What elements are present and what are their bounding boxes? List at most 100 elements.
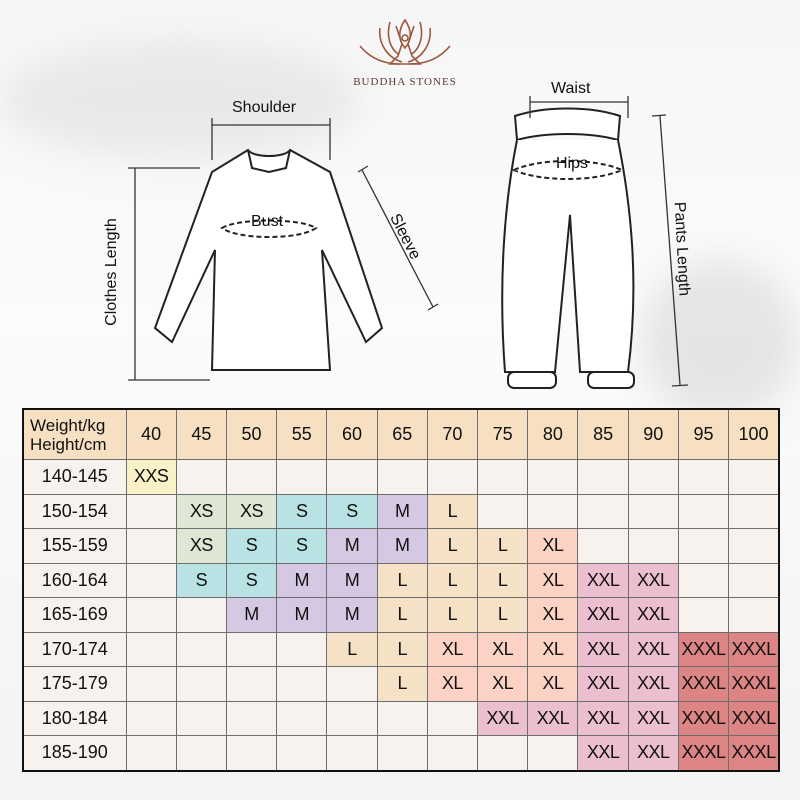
size-cell: M [326,562,378,598]
empty-cell [728,528,780,564]
size-cell: M [326,528,378,564]
weight-header: 50 [225,408,278,460]
empty-cell [677,597,730,633]
size-cell: XL [426,631,479,667]
empty-cell [728,493,780,529]
size-cell: XL [477,631,529,667]
empty-cell [125,493,177,529]
empty-cell [326,459,378,495]
weight-header: 70 [426,408,479,460]
size-cell: L [376,562,428,598]
empty-cell [376,735,428,771]
table-row: 165-169 M M M L L L XL XXL XXL [22,597,780,633]
size-chart-table: Weight/kg Height/cm 40 45 50 55 60 65 70 75 80 85… [22,408,780,772]
empty-cell [125,666,177,702]
height-range-cell: 140-145 [22,459,127,495]
size-cell: L [376,631,428,667]
empty-cell [175,735,227,771]
empty-cell [225,735,278,771]
size-cell: XXXL [728,735,780,771]
empty-cell [728,562,780,598]
empty-cell [175,700,227,736]
size-cell: M [225,597,278,633]
height-range-cell: 180-184 [22,700,127,736]
empty-cell [326,700,378,736]
size-cell: L [376,597,428,633]
weight-header: 95 [677,408,730,460]
size-cell: XXL [627,597,679,633]
height-range-cell: 160-164 [22,562,127,598]
size-cell: XL [426,666,479,702]
size-cell: XL [477,666,529,702]
top-garment-outline [153,148,384,371]
size-cell: XXL [577,631,629,667]
empty-cell [175,666,227,702]
size-cell: XXXL [677,700,730,736]
size-cell: XXXL [728,631,780,667]
size-cell: S [326,493,378,529]
empty-cell [276,700,328,736]
empty-cell [677,493,730,529]
empty-cell [627,459,679,495]
empty-cell [477,459,529,495]
size-cell: S [276,493,328,529]
bust-label: Bust [251,213,284,230]
size-cell: S [225,562,278,598]
empty-cell [577,459,629,495]
empty-cell [527,493,579,529]
empty-cell [276,459,328,495]
size-cell: M [376,493,428,529]
weight-header: 45 [175,408,227,460]
background-mountain [640,260,800,420]
size-cell: XL [527,528,579,564]
size-cell: M [276,562,328,598]
table-row: 185-190 XXL XXL XXXL XXXL [22,735,780,771]
size-cell: L [477,562,529,598]
background-mist [0,40,360,160]
size-cell: XXL [527,700,579,736]
size-cell: XXXL [677,735,730,771]
table-row: 155-159 XS S S M M L L XL [22,528,780,564]
empty-cell [125,597,177,633]
size-cell: L [426,528,479,564]
empty-cell [426,735,479,771]
measure-lines-top [128,118,439,381]
empty-cell [677,528,730,564]
height-range-cell: 175-179 [22,666,127,702]
size-cell: L [426,493,479,529]
empty-cell [125,735,177,771]
empty-cell [577,528,629,564]
empty-cell [225,459,278,495]
hips-label: Hips [556,155,589,172]
size-cell: XS [175,493,227,529]
empty-cell [477,493,529,529]
weight-header: 90 [627,408,679,460]
lotus-meditation-icon [359,18,451,65]
empty-cell [276,631,328,667]
size-cell: XL [527,631,579,667]
height-range-cell: 165-169 [22,597,127,633]
size-cell: XXS [125,459,177,495]
empty-cell [376,459,428,495]
brand-logo: BUDDHA STONES [340,14,470,94]
empty-cell [276,735,328,771]
size-cell: XXL [577,666,629,702]
size-cell: XXL [627,735,679,771]
table-row: 140-145 XXS [22,459,780,495]
empty-cell [376,700,428,736]
size-cell: XXXL [728,666,780,702]
empty-cell [426,700,479,736]
pants-outline [501,107,635,389]
weight-header: 55 [276,408,328,460]
empty-cell [728,597,780,633]
empty-cell [125,562,177,598]
size-cell: XXL [627,666,679,702]
table-row: 175-179 L XL XL XL XXL XXL XXXL XXXL [22,666,780,702]
size-cell: XXXL [728,700,780,736]
waist-label: Waist [551,80,591,97]
weight-header: 100 [728,408,780,460]
empty-cell [175,459,227,495]
table-row: 160-164 S S M M L L L XL XXL XXL [22,562,780,598]
size-cell: M [276,597,328,633]
height-range-cell: 150-154 [22,493,127,529]
